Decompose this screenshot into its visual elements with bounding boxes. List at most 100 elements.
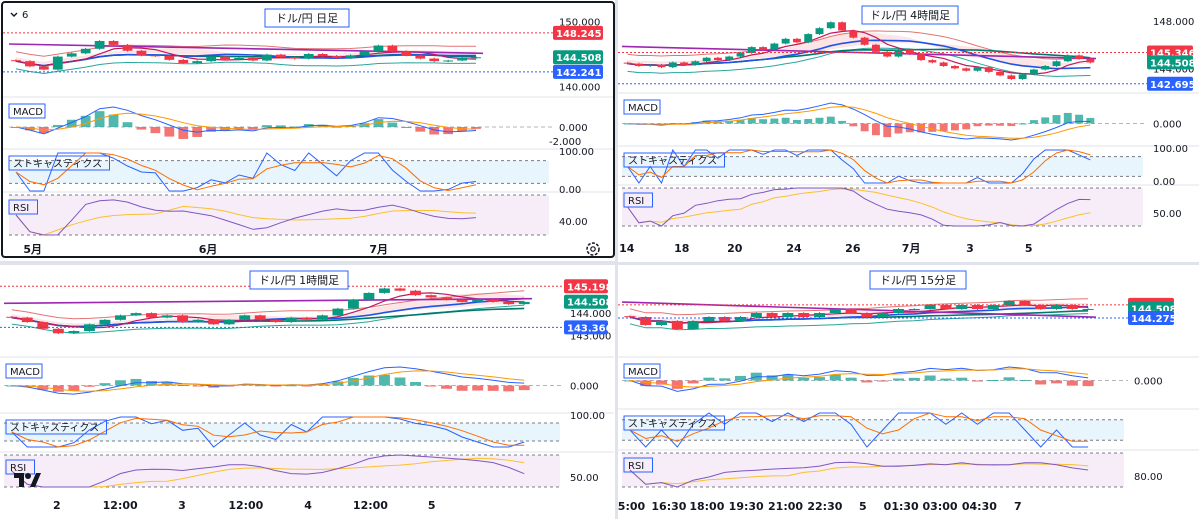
candle-body (956, 305, 968, 309)
chart-panel-1h[interactable]: 144.000 143.000 145.198 144.508 143.366 MACD 0… (0, 265, 614, 519)
candle-body (1082, 309, 1094, 310)
candle-body (373, 45, 384, 52)
price-badge (1147, 76, 1193, 91)
macd-histogram-bar (917, 123, 926, 133)
chart-panel-15m[interactable]: 144.602144.508144.275MACD0.000ストキャスティクスR… (618, 265, 1199, 519)
indicator-label-stochastic[interactable]: ストキャスティクス (628, 418, 717, 430)
chart-panel-daily[interactable]: 150.000 140.000 148.245 144.508 142.241 MACD 0… (1, 1, 615, 258)
candle-body (1086, 58, 1095, 63)
rsi-line (629, 461, 1089, 488)
macd-histogram-bar (815, 117, 824, 124)
candle-body (691, 61, 700, 65)
candle-body (415, 55, 426, 59)
x-tick-label: 5 (859, 500, 867, 513)
candle-body (80, 48, 91, 54)
candle-body (150, 55, 161, 57)
indicator-label-box (5, 363, 43, 379)
indicator-tick-label: 100.00 (570, 411, 605, 422)
macd-histogram-bar (347, 377, 359, 386)
macd-histogram-bar (826, 116, 835, 124)
candle-body (429, 58, 440, 62)
x-tick-label: 24 (786, 242, 802, 255)
x-tick-label: 01:30 (884, 500, 919, 513)
candle-body (826, 22, 835, 29)
indicator-label-stochastic[interactable]: ストキャスティクス (13, 158, 102, 170)
indicator-label-macd[interactable]: MACD (13, 107, 43, 118)
macd-histogram-bar (798, 377, 810, 381)
candle-body (66, 53, 77, 57)
indicator-label-rsi[interactable]: RSI (628, 196, 644, 207)
candle-body (782, 313, 794, 317)
interval-badge[interactable]: 6 (22, 10, 28, 21)
candle-body (303, 54, 314, 59)
macd-histogram-bar (52, 124, 63, 127)
candle-body (332, 308, 344, 316)
indicator-label-stochastic[interactable]: ストキャスティクス (628, 155, 717, 167)
x-tick-label: 21:00 (768, 500, 803, 513)
candle-body (1003, 301, 1015, 305)
indicator-label-macd[interactable]: MACD (628, 103, 658, 114)
macd-histogram-bar (317, 124, 328, 127)
price-badge (553, 50, 603, 65)
candle-body (248, 57, 258, 61)
macd-histogram-bar (6, 385, 18, 387)
gear-icon[interactable] (586, 242, 600, 256)
rsi-band-fill (622, 453, 1124, 487)
indicator-label-rsi[interactable]: RSI (10, 463, 26, 474)
long-trend-line (621, 301, 1097, 318)
price-badge-label: 144.508 (1150, 58, 1196, 69)
macd-histogram-bar (1063, 112, 1072, 124)
chart-panel-4h[interactable]: 148.000 144.000 145.346 144.508 142.695 MACD 0… (618, 0, 1199, 262)
lower-band-line (15, 61, 477, 75)
macd-histogram-bar (892, 378, 905, 381)
candle-body (234, 57, 244, 60)
price-badge-label: 144.508 (556, 53, 602, 64)
indicator-label-box (5, 419, 107, 435)
indicator-label-macd[interactable]: MACD (10, 367, 40, 378)
macd-histogram-bar (792, 119, 801, 124)
rsi-band-fill (9, 195, 549, 235)
candle-body (208, 319, 220, 325)
macd-signal-line (11, 370, 525, 392)
upper-band-line (11, 290, 525, 320)
stoch-band-fill (4, 423, 560, 441)
indicator-label-box (623, 99, 661, 115)
candle-body (713, 57, 722, 61)
candle-body (640, 317, 652, 325)
ichimoku-cloud (627, 31, 1091, 68)
candle-body (443, 60, 454, 62)
x-tick-label: 19:30 (729, 500, 764, 513)
candle-body (94, 41, 105, 49)
indicator-label-box (623, 152, 725, 168)
x-tick-label: 20 (727, 242, 743, 255)
indicator-label-stochastic[interactable]: ストキャスティクス (10, 422, 99, 434)
candle-body (99, 319, 111, 325)
macd-histogram-bar (363, 375, 375, 386)
macd-histogram-bar (962, 123, 971, 130)
candle-body (1029, 69, 1038, 75)
x-tick-label: 7月 (902, 242, 921, 255)
candle-body (1035, 305, 1047, 309)
chart-svg-15m: 144.602144.508144.275MACD0.000ストキャスティクスR… (618, 270, 1199, 513)
indicator-label-macd[interactable]: MACD (628, 367, 658, 378)
macd-histogram-bar (987, 379, 999, 381)
macd-histogram-bar (379, 374, 390, 386)
candle-body (734, 317, 747, 321)
candle-body (239, 315, 251, 320)
candle-body (703, 317, 715, 321)
rsi-ma-line (627, 188, 1091, 227)
macd-histogram-bar (1035, 380, 1047, 385)
stoch-d-line (11, 416, 525, 448)
macd-histogram-bar (394, 377, 406, 386)
price-badge (564, 294, 608, 309)
candle-body (262, 54, 272, 61)
indicator-label-rsi[interactable]: RSI (13, 203, 29, 214)
chevron-down-icon[interactable] (10, 12, 18, 17)
rsi-band-fill (4, 455, 560, 487)
macd-histogram-bar (441, 385, 453, 389)
candle-body (161, 315, 173, 318)
candle-body (804, 34, 813, 43)
indicator-label-rsi[interactable]: RSI (628, 461, 644, 472)
candle-body (924, 305, 936, 309)
candle-body (871, 44, 880, 52)
